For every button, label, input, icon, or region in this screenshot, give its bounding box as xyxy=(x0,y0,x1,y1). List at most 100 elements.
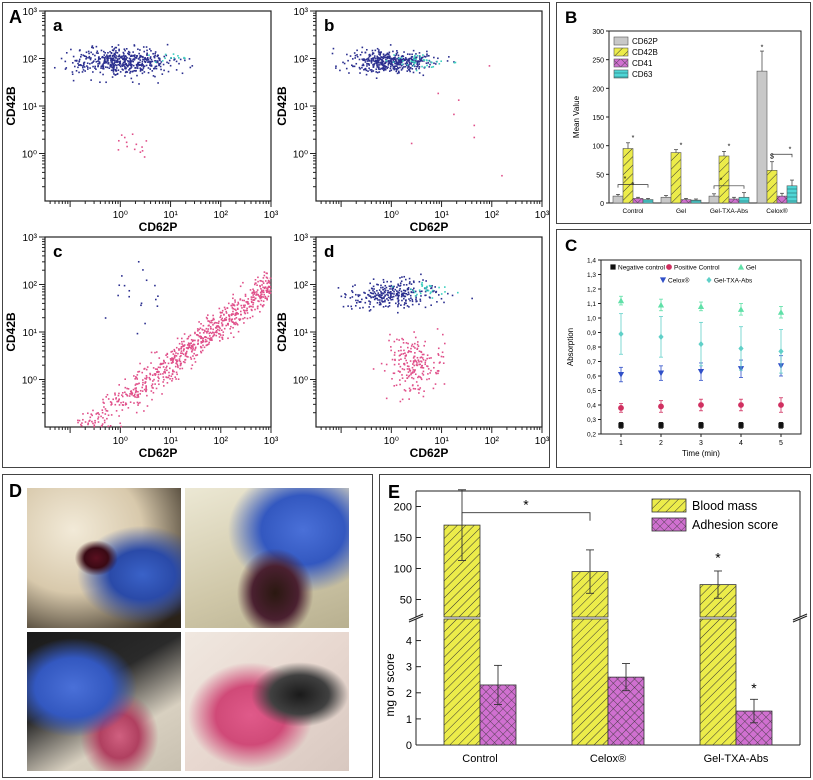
event-dot xyxy=(113,55,116,58)
event-dot xyxy=(128,295,130,298)
event-dot xyxy=(411,303,414,306)
event-dot xyxy=(127,50,130,53)
event-dot xyxy=(411,372,414,374)
event-dot xyxy=(179,360,182,363)
event-dot xyxy=(164,362,167,364)
event-dot xyxy=(391,296,394,298)
event-dot xyxy=(361,51,363,54)
x-tick-label: 10⁰ xyxy=(113,436,128,447)
event-dot xyxy=(155,351,158,353)
event-dot xyxy=(117,400,120,403)
event-dot xyxy=(419,376,421,378)
event-dot xyxy=(131,392,134,395)
event-dot xyxy=(414,65,416,68)
event-dot xyxy=(344,293,346,295)
event-dot xyxy=(264,297,267,300)
event-dot xyxy=(423,59,426,61)
event-dot xyxy=(150,49,152,52)
event-dot xyxy=(422,367,425,369)
event-dot xyxy=(133,402,135,404)
event-dot xyxy=(438,62,441,65)
event-dot xyxy=(212,335,214,338)
event-dot xyxy=(411,376,413,379)
event-dot xyxy=(235,311,238,314)
event-dot xyxy=(380,362,383,365)
event-dot xyxy=(372,57,375,60)
event-dot xyxy=(127,64,130,67)
significance-bracket xyxy=(713,185,745,189)
event-dot xyxy=(135,143,138,146)
event-dot xyxy=(408,61,411,64)
event-dot xyxy=(164,57,166,60)
event-dot xyxy=(221,317,223,320)
event-dot xyxy=(378,66,380,68)
event-dot xyxy=(111,63,114,65)
event-dot xyxy=(134,384,137,386)
event-dot xyxy=(162,372,164,375)
event-dot xyxy=(215,331,217,334)
event-dot xyxy=(372,292,374,295)
event-dot xyxy=(175,355,178,357)
event-dot xyxy=(407,286,410,289)
event-dot xyxy=(422,374,425,376)
event-dot xyxy=(357,294,359,296)
axis-break-mark xyxy=(792,613,808,621)
event-dot xyxy=(134,56,137,59)
event-dot xyxy=(234,308,236,311)
panel-d-photos: D xyxy=(2,474,373,778)
event-dot xyxy=(426,53,428,56)
event-dot xyxy=(216,325,219,328)
event-dot xyxy=(368,295,371,297)
event-dot xyxy=(76,59,78,62)
event-dot xyxy=(201,337,204,339)
event-dot xyxy=(114,53,116,56)
event-dot xyxy=(402,338,405,341)
event-dot xyxy=(406,305,409,307)
event-dot xyxy=(106,393,109,396)
event-dot xyxy=(397,61,399,64)
event-dot xyxy=(387,60,390,62)
event-dot xyxy=(175,346,178,349)
event-dot xyxy=(369,303,371,305)
event-dot xyxy=(206,330,208,333)
event-dot xyxy=(383,56,385,59)
event-dot xyxy=(142,384,144,386)
event-dot xyxy=(177,366,179,369)
event-dot xyxy=(101,56,103,59)
y-tick-label: 2 xyxy=(406,688,412,700)
event-dot xyxy=(175,60,178,63)
event-dot xyxy=(406,368,409,370)
event-dot xyxy=(144,322,146,325)
event-dot xyxy=(404,355,407,357)
event-dot xyxy=(232,336,235,339)
event-dot xyxy=(178,57,180,59)
event-dot xyxy=(212,324,214,326)
event-dot xyxy=(417,384,419,387)
event-dot xyxy=(158,57,160,60)
event-dot xyxy=(135,411,138,414)
event-dot xyxy=(164,368,166,371)
event-dot xyxy=(200,346,203,349)
event-dot xyxy=(414,369,416,371)
event-dot xyxy=(410,142,413,145)
y-tick-label: 1,0 xyxy=(587,316,596,323)
event-dot xyxy=(100,425,103,428)
event-dot xyxy=(378,53,380,55)
event-dot xyxy=(127,407,130,409)
event-dot xyxy=(234,299,236,301)
event-dot xyxy=(193,343,196,346)
legend-marker xyxy=(610,264,616,270)
event-dot xyxy=(194,331,196,334)
event-dot xyxy=(189,356,192,359)
event-dot xyxy=(395,52,398,55)
bar-cd63 xyxy=(738,196,750,204)
event-dot xyxy=(154,284,156,287)
event-dot xyxy=(262,280,264,283)
event-dot xyxy=(82,54,85,57)
event-dot xyxy=(370,58,373,60)
event-dot xyxy=(259,310,261,313)
event-dot xyxy=(369,295,372,297)
event-dot xyxy=(199,345,202,348)
event-dot xyxy=(133,44,136,46)
data-point xyxy=(698,422,704,428)
